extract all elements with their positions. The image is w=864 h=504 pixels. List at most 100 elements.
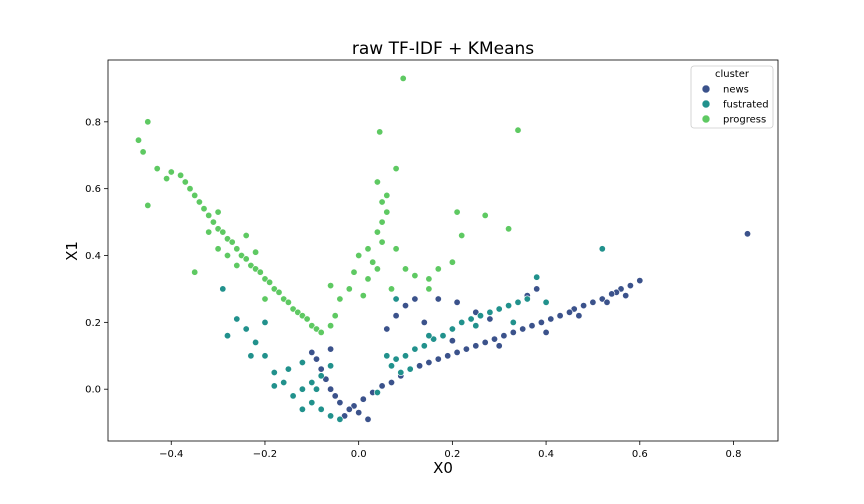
point-news-22 xyxy=(453,348,461,356)
point-progress-54 xyxy=(383,208,391,216)
point-progress-16 xyxy=(219,228,227,236)
point-news-46 xyxy=(383,325,391,333)
point-news-49 xyxy=(411,295,419,303)
point-news-37 xyxy=(331,392,339,400)
point-progress-52 xyxy=(383,191,391,199)
point-fustrated-11 xyxy=(439,332,447,340)
legend-label-fustrated: fustrated xyxy=(723,100,769,111)
point-progress-74 xyxy=(453,208,461,216)
point-progress-18 xyxy=(228,238,236,246)
point-progress-24 xyxy=(256,268,264,276)
point-progress-9 xyxy=(186,185,194,193)
point-progress-26 xyxy=(266,278,274,286)
point-progress-23 xyxy=(252,265,260,273)
point-progress-69 xyxy=(425,275,433,283)
point-fustrated-43 xyxy=(261,318,269,326)
point-progress-14 xyxy=(209,218,217,226)
point-fustrated-3 xyxy=(514,298,522,306)
point-news-40 xyxy=(317,365,325,373)
point-progress-59 xyxy=(355,252,363,260)
point-fustrated-28 xyxy=(261,352,269,360)
point-news-20 xyxy=(472,342,480,350)
point-progress-6 xyxy=(167,168,175,176)
legend-label-news: news xyxy=(723,85,749,96)
point-fustrated-23 xyxy=(308,378,316,386)
point-progress-48 xyxy=(376,128,384,136)
point-progress-47 xyxy=(214,245,222,253)
point-progress-72 xyxy=(448,258,456,266)
point-fustrated-12 xyxy=(430,335,438,343)
point-fustrated-39 xyxy=(298,358,306,366)
point-fustrated-48 xyxy=(542,298,550,306)
point-progress-76 xyxy=(505,225,513,233)
point-progress-77 xyxy=(327,282,335,290)
series-news xyxy=(308,230,751,423)
point-progress-1 xyxy=(144,118,152,126)
point-progress-55 xyxy=(378,218,386,226)
x-axis-label: X0 xyxy=(433,459,453,477)
point-progress-38 xyxy=(144,201,152,209)
point-news-24 xyxy=(434,355,442,363)
point-fustrated-38 xyxy=(336,415,344,423)
point-news-15 xyxy=(519,325,527,333)
chart-title: raw TF-IDF + KMeans xyxy=(352,39,534,59)
point-progress-43 xyxy=(252,248,260,256)
point-fustrated-19 xyxy=(406,365,414,373)
point-progress-79 xyxy=(331,312,339,320)
point-news-56 xyxy=(533,285,541,293)
point-news-53 xyxy=(472,308,480,316)
point-fustrated-46 xyxy=(472,322,480,330)
point-progress-37 xyxy=(317,328,325,336)
points-layer xyxy=(135,74,751,423)
point-fustrated-40 xyxy=(284,365,292,373)
point-news-59 xyxy=(542,328,550,336)
legend-marker-fustrated xyxy=(701,99,711,109)
point-news-43 xyxy=(327,345,335,353)
point-progress-80 xyxy=(327,322,335,330)
point-progress-35 xyxy=(308,322,316,330)
point-news-51 xyxy=(434,295,442,303)
point-fustrated-1 xyxy=(533,273,541,281)
point-progress-21 xyxy=(242,255,250,263)
point-news-17 xyxy=(500,332,508,340)
point-progress-65 xyxy=(359,292,367,300)
legend-box xyxy=(690,65,774,129)
point-progress-28 xyxy=(275,288,283,296)
point-fustrated-27 xyxy=(270,368,278,376)
point-news-9 xyxy=(570,305,578,313)
point-fustrated-15 xyxy=(401,352,409,360)
point-progress-29 xyxy=(280,295,288,303)
point-news-45 xyxy=(355,409,363,417)
point-news-0 xyxy=(743,230,751,238)
point-news-58 xyxy=(495,342,503,350)
point-news-11 xyxy=(556,312,564,320)
point-fustrated-36 xyxy=(317,405,325,413)
point-fustrated-9 xyxy=(458,318,466,326)
point-progress-39 xyxy=(191,268,199,276)
point-news-19 xyxy=(481,338,489,346)
point-progress-40 xyxy=(214,208,222,216)
point-news-2 xyxy=(626,282,634,290)
y-tick-label: 0.4 xyxy=(85,251,101,262)
legend: cluster news fustrated progress xyxy=(690,65,774,129)
point-progress-51 xyxy=(373,178,381,186)
point-news-44 xyxy=(364,415,372,423)
point-news-7 xyxy=(589,298,597,306)
point-news-25 xyxy=(425,358,433,366)
y-tick-label: 0.0 xyxy=(85,385,101,396)
legend-marker-news xyxy=(701,84,711,94)
point-news-14 xyxy=(528,322,536,330)
point-fustrated-21 xyxy=(327,362,335,370)
x-tick-label: 0.6 xyxy=(632,449,648,460)
point-progress-75 xyxy=(481,211,489,219)
point-news-60 xyxy=(575,312,583,320)
point-progress-22 xyxy=(247,261,255,269)
plot-area xyxy=(107,59,779,442)
point-news-26 xyxy=(416,362,424,370)
point-progress-3 xyxy=(139,148,147,156)
point-fustrated-42 xyxy=(247,352,255,360)
point-news-39 xyxy=(322,375,330,383)
x-axis-ticks: −0.4 −0.2 0.0 0.2 0.4 0.6 0.8 xyxy=(159,441,741,460)
point-progress-8 xyxy=(181,178,189,186)
point-fustrated-50 xyxy=(312,385,320,393)
